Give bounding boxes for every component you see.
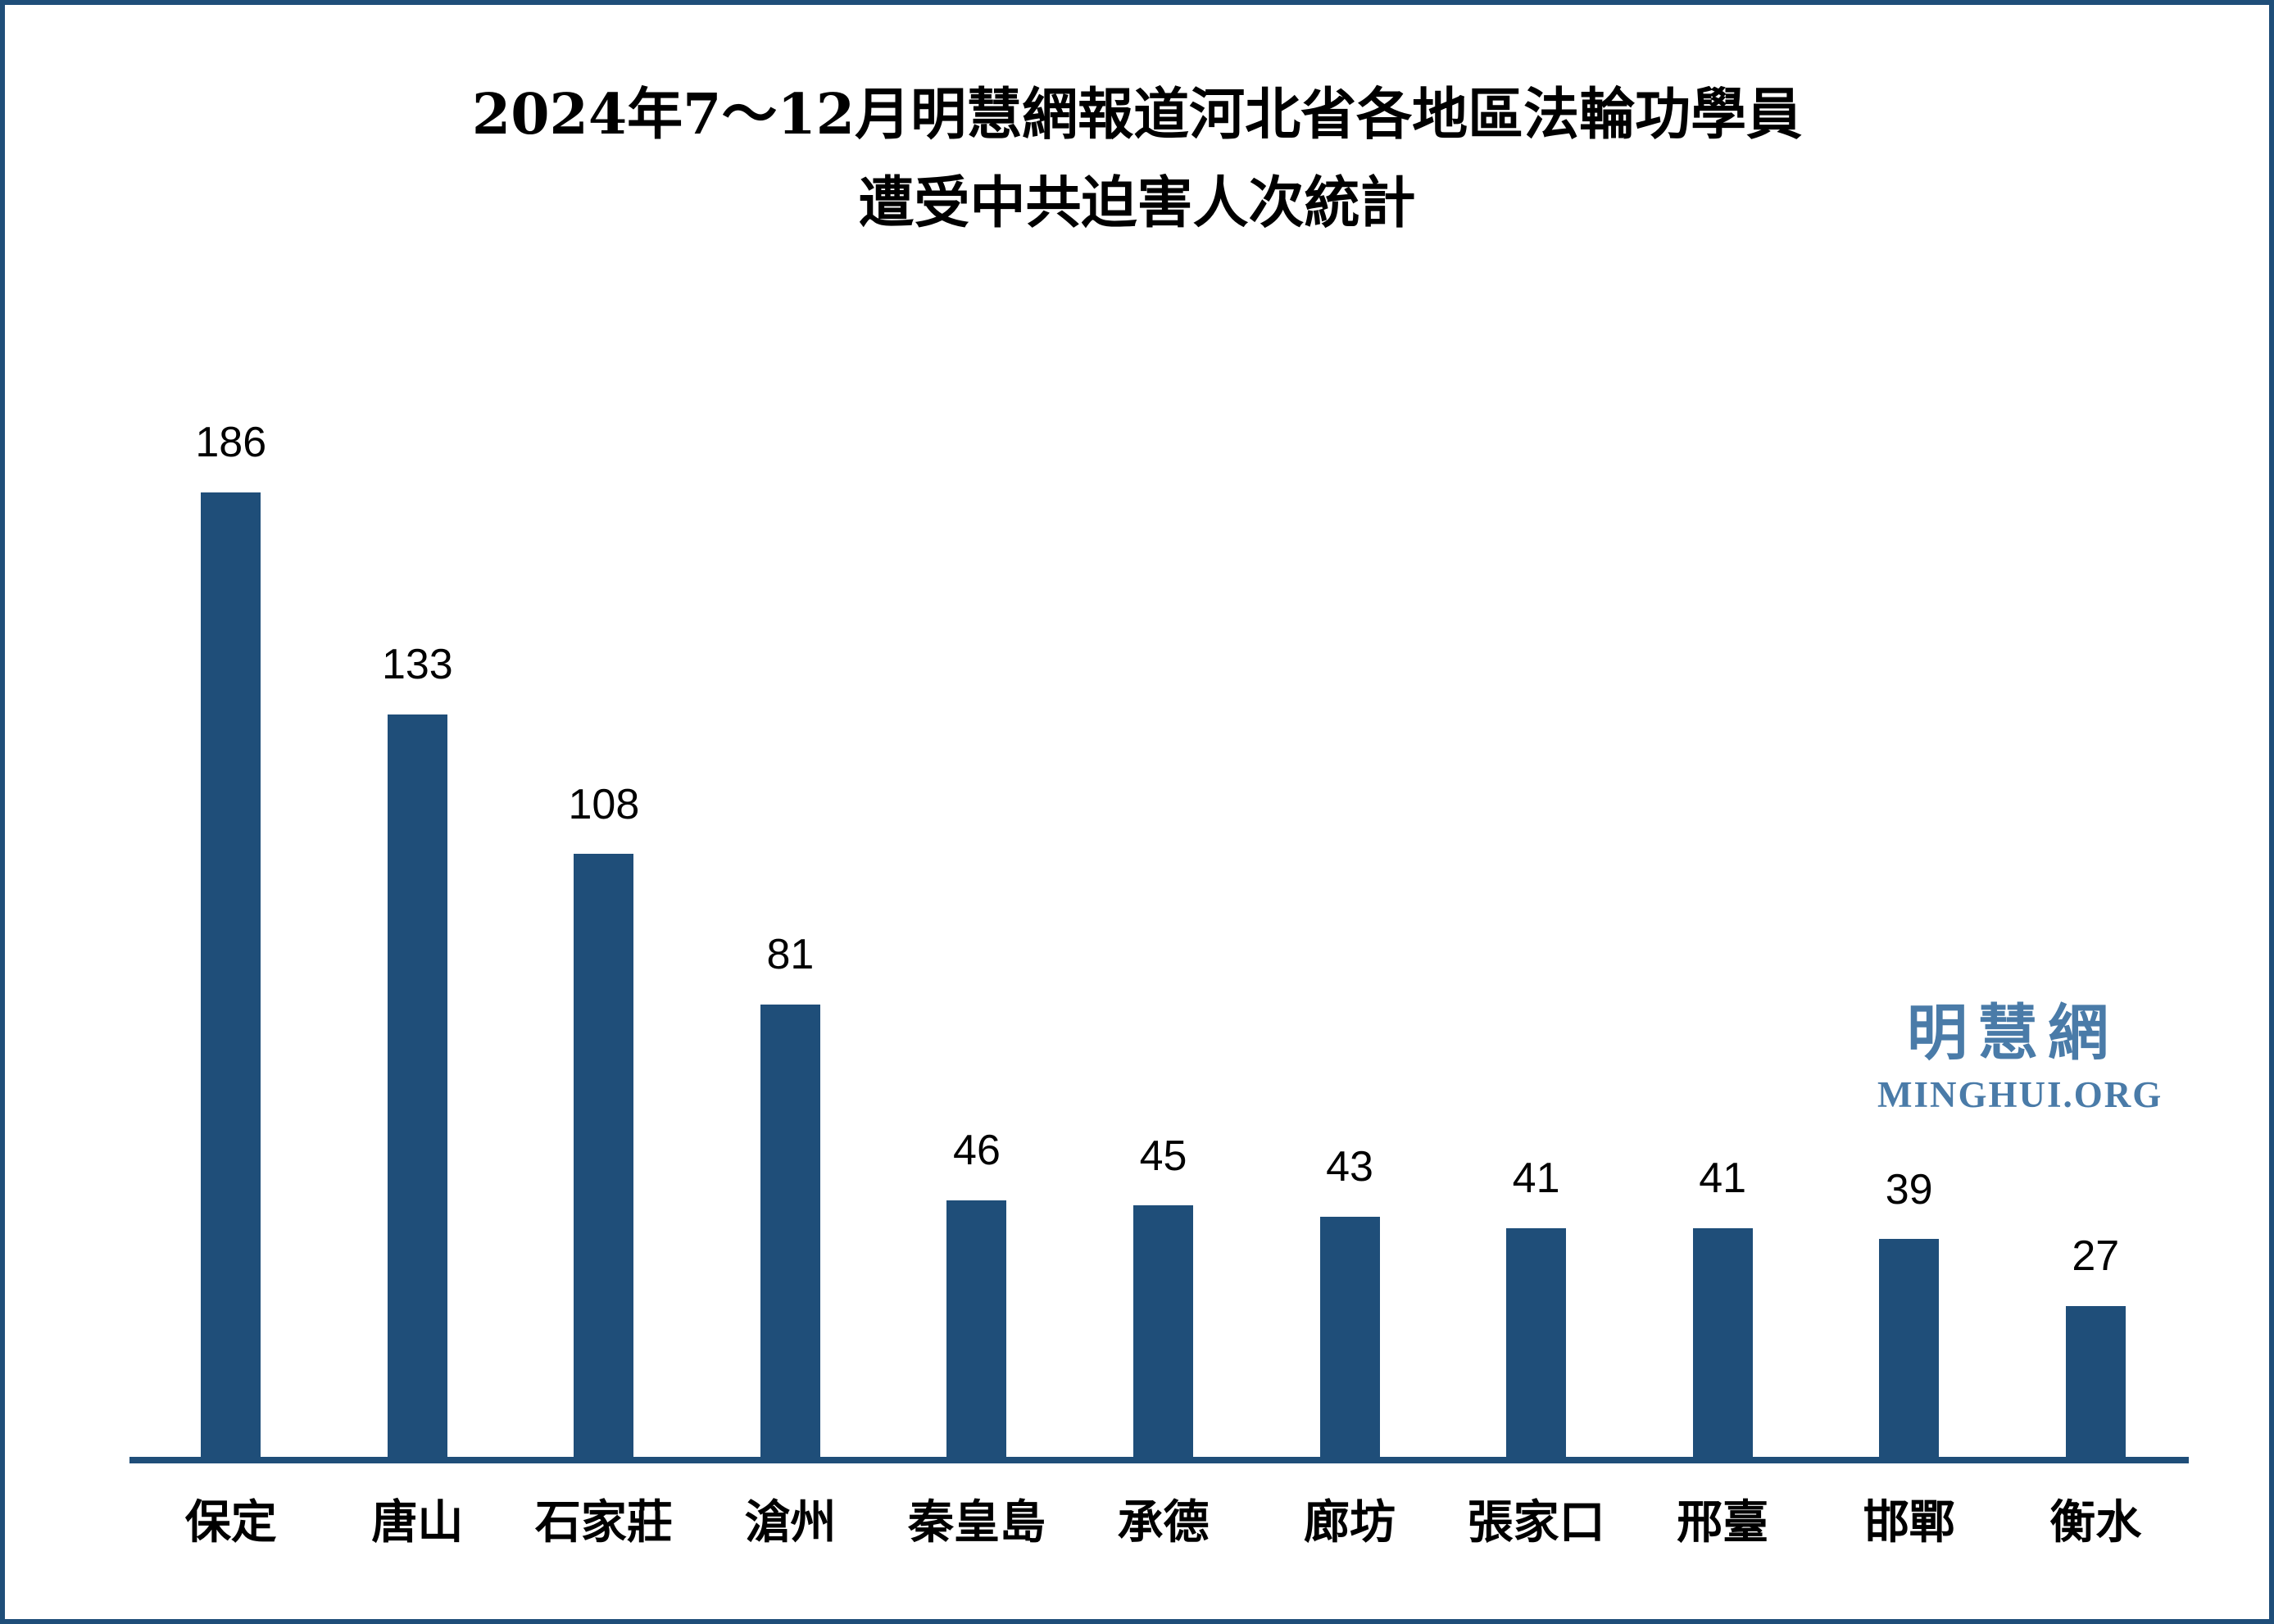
bar-column: 45: [1070, 419, 1257, 1457]
bar: [946, 1200, 1007, 1457]
minghui-logo-chinese: 明慧網: [1907, 998, 2118, 1068]
bar: [1319, 1217, 1380, 1457]
bar-value-label: 45: [1139, 1132, 1187, 1180]
bar-column: 27: [2002, 419, 2189, 1457]
bar-column: 81: [697, 419, 884, 1457]
x-axis-label: 保定: [184, 1495, 277, 1549]
plot-area: 186 133 108 81 46 45 43 41 41 39 27: [138, 419, 2189, 1457]
x-axis-label: 石家莊: [534, 1495, 673, 1549]
bar: [201, 492, 261, 1457]
x-axis-label: 邯鄲: [1863, 1495, 1955, 1549]
bar-value-label: 27: [2072, 1232, 2120, 1281]
bar-value-label: 108: [568, 780, 640, 828]
x-axis-labels: 保定 唐山 石家莊 滄州 秦皇島 承德 廊坊 張家口 邢臺 邯鄲 衡水: [138, 1490, 2189, 1555]
bar: [1506, 1227, 1567, 1457]
bar-column: 43: [1256, 419, 1443, 1457]
x-axis-line: [129, 1457, 2189, 1463]
bar-column: 133: [325, 419, 511, 1457]
bar-column: 186: [138, 419, 325, 1457]
minghui-watermark: 明慧網 MINGHUI.ORG: [1877, 996, 2163, 1116]
x-axis-label: 承德: [1117, 1495, 1210, 1549]
bar: [1133, 1205, 1193, 1457]
bar-value-label: 46: [953, 1126, 1001, 1174]
x-axis-label: 廊坊: [1304, 1495, 1396, 1549]
x-axis-label: 衡水: [2049, 1495, 2142, 1549]
x-axis-label: 秦皇島: [907, 1495, 1046, 1549]
x-axis-label: 唐山: [371, 1495, 464, 1549]
x-axis-label: 滄州: [744, 1495, 837, 1549]
bar-value-label: 81: [766, 931, 815, 979]
bar: [1692, 1227, 1753, 1457]
bar: [574, 854, 634, 1457]
bar-value-label: 41: [1512, 1154, 1560, 1202]
chart-title-line1: 2024年7～12月明慧網報道河北省各地區法輪功學員: [471, 82, 1803, 147]
bar: [1879, 1239, 1940, 1457]
x-axis-label: 張家口: [1467, 1495, 1605, 1549]
chart-title: 2024年7～12月明慧網報道河北省各地區法輪功學員 遭受中共迫害人次統計: [5, 70, 2269, 247]
bar-column: 41: [1629, 419, 1816, 1457]
bar-value-label: 39: [1885, 1165, 1933, 1213]
bar-value-label: 186: [195, 419, 267, 466]
bar: [760, 1005, 820, 1457]
chart-title-line2: 遭受中共迫害人次統計: [858, 170, 1416, 236]
bar-column: 108: [511, 419, 697, 1457]
bar-value-label: 133: [381, 641, 453, 689]
bar: [2065, 1306, 2126, 1457]
x-axis-label: 邢臺: [1677, 1495, 1769, 1549]
bar-value-label: 43: [1326, 1143, 1373, 1191]
bar-column: 39: [1816, 419, 2003, 1457]
bar-value-label: 41: [1699, 1154, 1747, 1202]
bar-column: 46: [883, 419, 1070, 1457]
bar-column: 41: [1443, 419, 1630, 1457]
bar: [387, 714, 447, 1457]
minghui-logo-url: MINGHUI.ORG: [1877, 1074, 2163, 1115]
